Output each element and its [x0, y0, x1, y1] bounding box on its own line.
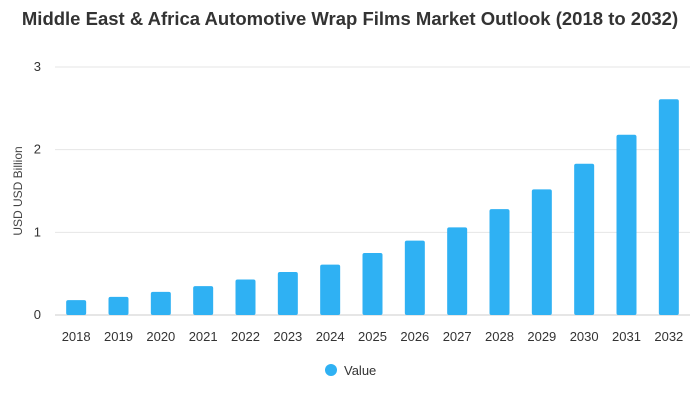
legend-swatch [325, 364, 337, 376]
bar-2022[interactable] [235, 279, 256, 315]
x-tick-label: 2030 [570, 329, 599, 344]
chart-title: Middle East & Africa Automotive Wrap Fil… [21, 8, 679, 29]
x-tick-label: 2020 [146, 329, 175, 344]
y-tick-label: 3 [34, 59, 41, 74]
x-tick-label: 2026 [400, 329, 429, 344]
y-tick-label: 0 [34, 307, 41, 322]
bar-2030[interactable] [574, 163, 595, 315]
y-axis-title: USD USD Billion [11, 146, 25, 235]
x-tick-label: 2032 [654, 329, 683, 344]
bars [66, 99, 679, 316]
bar-2031[interactable] [616, 134, 637, 315]
bar-2029[interactable] [531, 189, 552, 315]
bar-2032[interactable] [658, 99, 679, 316]
bar-2023[interactable] [277, 272, 298, 315]
bar-2027[interactable] [447, 227, 468, 315]
bar-2025[interactable] [362, 253, 383, 315]
x-tick-label: 2019 [104, 329, 133, 344]
legend-label: Value [344, 363, 376, 378]
x-tick-label: 2023 [273, 329, 302, 344]
x-tick-label: 2027 [443, 329, 472, 344]
bar-2028[interactable] [489, 209, 510, 315]
bar-2019[interactable] [108, 296, 129, 315]
x-tick-label: 2021 [189, 329, 218, 344]
bar-2024[interactable] [320, 264, 341, 315]
bar-2021[interactable] [193, 286, 214, 315]
bar-2026[interactable] [404, 240, 425, 315]
x-tick-label: 2031 [612, 329, 641, 344]
legend[interactable]: Value [325, 363, 376, 378]
x-tick-label: 2025 [358, 329, 387, 344]
y-tick-label: 1 [34, 224, 41, 239]
x-tick-label: 2018 [62, 329, 91, 344]
x-tick-label: 2029 [527, 329, 556, 344]
bar-2020[interactable] [150, 291, 171, 315]
x-tick-labels: 2018 2019 2020 2021 2022 2023 2024 2025 2026 2027… [62, 329, 684, 344]
bar-2018[interactable] [66, 300, 87, 315]
y-tick-label: 2 [34, 142, 41, 157]
x-tick-label: 2024 [316, 329, 345, 344]
x-tick-label: 2028 [485, 329, 514, 344]
x-tick-label: 2022 [231, 329, 260, 344]
y-tick-labels: 0 1 2 3 [34, 59, 41, 322]
